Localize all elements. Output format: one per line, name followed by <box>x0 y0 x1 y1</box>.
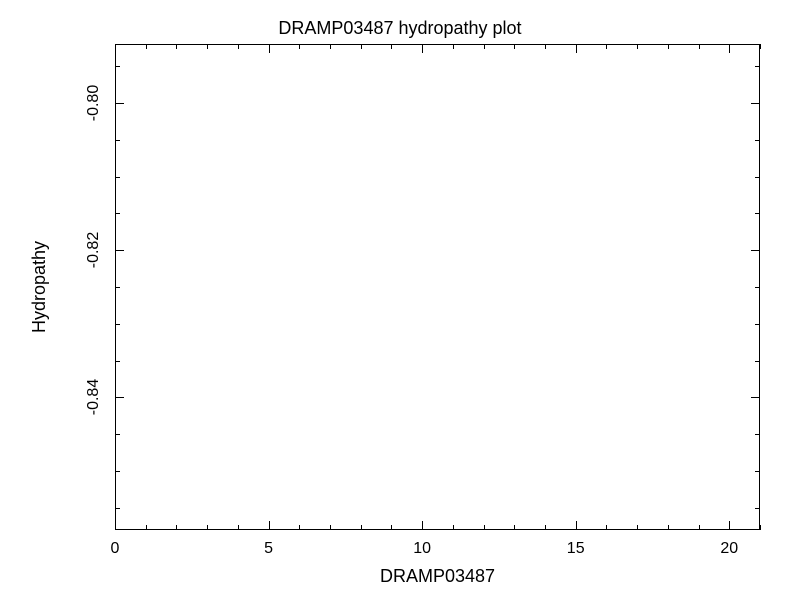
chart-title: DRAMP03487 hydropathy plot <box>0 18 800 39</box>
tick-mark <box>269 44 270 53</box>
x-axis-label: DRAMP03487 <box>380 566 495 587</box>
tick-mark <box>545 44 546 49</box>
tick-mark <box>755 287 760 288</box>
x-tick-label: 15 <box>567 540 585 558</box>
tick-mark <box>576 44 577 53</box>
tick-mark <box>115 66 120 67</box>
tick-mark <box>755 434 760 435</box>
x-tick-label: 0 <box>111 540 120 558</box>
tick-mark <box>576 521 577 530</box>
tick-mark <box>668 44 669 49</box>
tick-mark <box>115 213 120 214</box>
tick-mark <box>115 287 120 288</box>
tick-mark <box>330 44 331 49</box>
tick-mark <box>751 250 760 251</box>
tick-mark <box>115 434 120 435</box>
tick-mark <box>514 44 515 49</box>
tick-mark <box>115 471 120 472</box>
tick-mark <box>760 525 761 530</box>
tick-mark <box>361 525 362 530</box>
tick-mark <box>755 66 760 67</box>
tick-mark <box>146 44 147 49</box>
tick-mark <box>330 525 331 530</box>
tick-mark <box>422 44 423 53</box>
x-tick-label: 20 <box>720 540 738 558</box>
tick-mark <box>453 44 454 49</box>
y-tick-label: -0.82 <box>85 232 103 268</box>
tick-mark <box>115 250 124 251</box>
tick-mark <box>391 44 392 49</box>
x-tick-label: 5 <box>264 540 273 558</box>
tick-mark <box>115 177 120 178</box>
tick-mark <box>514 525 515 530</box>
tick-mark <box>361 44 362 49</box>
tick-mark <box>238 525 239 530</box>
tick-mark <box>699 525 700 530</box>
tick-mark <box>115 140 120 141</box>
tick-mark <box>299 525 300 530</box>
tick-mark <box>207 525 208 530</box>
tick-mark <box>637 525 638 530</box>
tick-mark <box>453 525 454 530</box>
tick-mark <box>176 525 177 530</box>
tick-mark <box>422 521 423 530</box>
tick-mark <box>755 140 760 141</box>
tick-mark <box>755 177 760 178</box>
y-axis-label: Hydropathy <box>29 241 50 333</box>
tick-mark <box>115 324 120 325</box>
tick-mark <box>751 397 760 398</box>
tick-mark <box>755 324 760 325</box>
tick-mark <box>668 525 669 530</box>
x-tick-label: 10 <box>413 540 431 558</box>
tick-mark <box>755 508 760 509</box>
tick-mark <box>755 361 760 362</box>
y-tick-label: -0.84 <box>85 379 103 415</box>
tick-mark <box>729 44 730 53</box>
tick-mark <box>115 361 120 362</box>
tick-mark <box>207 44 208 49</box>
tick-mark <box>391 525 392 530</box>
y-tick-label: -0.80 <box>85 85 103 121</box>
tick-mark <box>115 44 116 53</box>
tick-mark <box>146 525 147 530</box>
tick-mark <box>755 213 760 214</box>
chart-canvas: DRAMP03487 hydropathy plot 0 5 10 15 20 -0.80… <box>0 0 800 600</box>
tick-mark <box>269 521 270 530</box>
tick-mark <box>760 44 761 49</box>
tick-mark <box>176 44 177 49</box>
tick-mark <box>699 44 700 49</box>
tick-mark <box>115 521 116 530</box>
tick-mark <box>484 525 485 530</box>
tick-mark <box>115 103 124 104</box>
plot-area <box>115 44 760 530</box>
tick-mark <box>484 44 485 49</box>
tick-mark <box>751 103 760 104</box>
tick-mark <box>729 521 730 530</box>
tick-mark <box>115 397 124 398</box>
tick-mark <box>299 44 300 49</box>
tick-mark <box>545 525 546 530</box>
tick-mark <box>637 44 638 49</box>
tick-mark <box>606 44 607 49</box>
tick-mark <box>238 44 239 49</box>
tick-mark <box>115 508 120 509</box>
tick-mark <box>755 471 760 472</box>
tick-mark <box>606 525 607 530</box>
